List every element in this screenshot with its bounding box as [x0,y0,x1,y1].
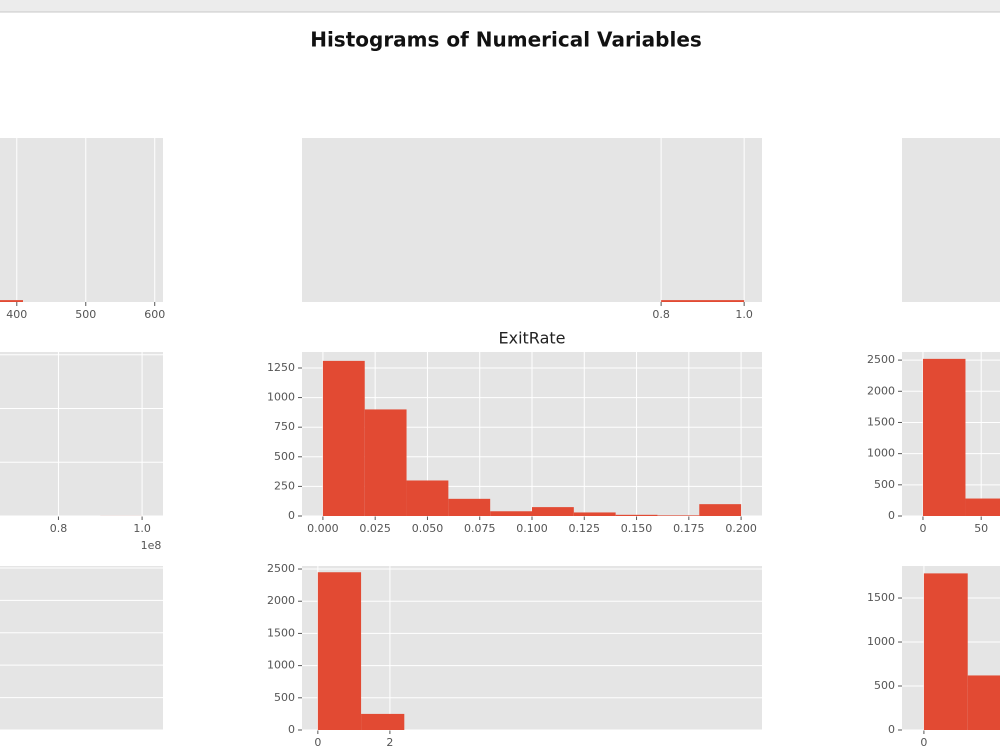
bar [661,300,745,302]
bar [923,573,968,730]
browser-bar [0,0,1000,12]
y-tick-label: 2500 [867,353,895,366]
subplot-title: ExitRate [499,329,566,348]
x-tick-label: 400 [6,308,27,321]
y-tick-label: 0 [288,509,295,522]
bar [322,360,365,516]
bar [573,512,616,516]
plot-background [0,138,163,302]
plot-background [0,566,163,730]
bar [364,409,407,516]
x-tick-label: 0.050 [412,522,444,535]
y-tick-label: 500 [874,679,895,692]
bar [448,498,491,516]
y-tick-label: 1000 [867,447,895,460]
y-tick-label: 2000 [267,594,295,607]
y-tick-label: 1500 [267,626,295,639]
plot-background [902,138,1000,302]
y-tick-label: 2500 [267,562,295,575]
x-tick-label: 0.150 [621,522,653,535]
bar [490,511,532,516]
x-tick-label: 0.200 [725,522,757,535]
bar [699,504,742,516]
bar [615,514,658,516]
bar [361,713,405,730]
y-tick-label: 2000 [867,384,895,397]
x-tick-label: 0.175 [673,522,705,535]
y-tick-label: 0 [888,509,895,522]
bar [0,300,23,302]
x-tick-label: 0.8 [652,308,670,321]
plot-background [302,566,762,730]
y-tick-label: 0 [888,723,895,736]
bar [922,358,966,516]
plot-background [302,138,762,302]
x-tick-label: 0 [919,522,926,535]
y-tick-label: 1500 [867,591,895,604]
bar [657,515,700,516]
y-tick-label: 1500 [867,415,895,428]
x-tick-label: 1.0 [133,522,151,535]
x-tick-label: 500 [75,308,96,321]
y-tick-label: 500 [874,478,895,491]
x-tick-label: 0.025 [359,522,391,535]
x-tick-label: 0 [314,736,321,749]
y-tick-label: 1000 [267,391,295,404]
bar [406,480,449,516]
y-tick-label: 500 [274,691,295,704]
x-tick-label: 0.8 [50,522,68,535]
x-tick-label: 600 [144,308,165,321]
x-tick-label: 0.125 [569,522,601,535]
bar [532,507,574,516]
x-tick-label: 0.075 [464,522,496,535]
y-tick-label: 250 [274,479,295,492]
x-tick-label: 50 [974,522,988,535]
y-tick-label: 1000 [267,659,295,672]
figure-title: Histograms of Numerical Variables [310,28,702,52]
x-tick-label: 1.0 [735,308,753,321]
x-tick-label: 0 [920,736,927,749]
bar [317,572,362,730]
y-tick-label: 1000 [867,635,895,648]
y-tick-label: 1250 [267,361,295,374]
x-offset-label: 1e8 [141,539,162,552]
bar [967,675,1000,730]
x-tick-label: 0.100 [516,522,548,535]
x-tick-label: 2 [386,736,393,749]
y-tick-label: 500 [274,450,295,463]
x-tick-label: 0.000 [307,522,339,535]
y-tick-label: 0 [288,723,295,736]
bar [965,498,1000,516]
y-tick-label: 750 [274,420,295,433]
plot-background [0,352,163,516]
